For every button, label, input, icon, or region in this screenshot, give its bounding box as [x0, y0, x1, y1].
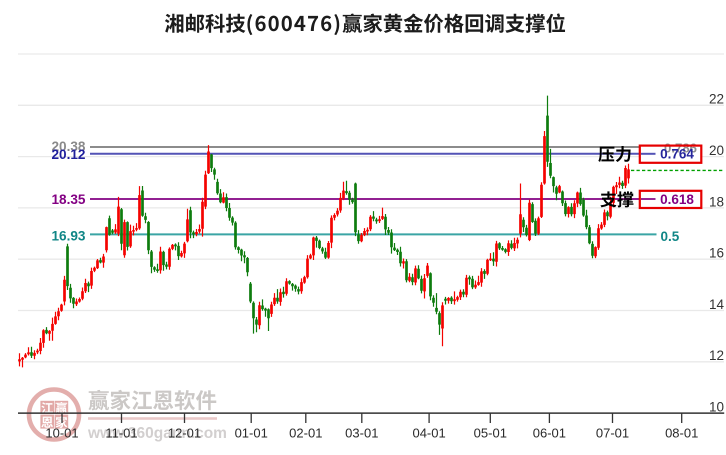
svg-text:20.38: 20.38: [51, 139, 85, 154]
svg-text:05-01: 05-01: [474, 425, 507, 440]
svg-text:16.93: 16.93: [51, 229, 85, 244]
svg-text:0.764: 0.764: [660, 147, 694, 162]
svg-text:03-01: 03-01: [345, 425, 378, 440]
svg-text:18.35: 18.35: [51, 192, 85, 207]
svg-text:12: 12: [709, 348, 724, 363]
svg-text:04-01: 04-01: [412, 425, 445, 440]
svg-text:18: 18: [709, 194, 724, 209]
svg-text:10: 10: [709, 400, 724, 415]
svg-text:22: 22: [709, 92, 724, 107]
svg-text:02-01: 02-01: [289, 425, 322, 440]
svg-text:20.12: 20.12: [51, 147, 85, 162]
svg-text:14: 14: [709, 297, 725, 312]
svg-text:01-01: 01-01: [235, 425, 268, 440]
svg-text:12-01: 12-01: [168, 425, 201, 440]
svg-text:08-01: 08-01: [665, 425, 698, 440]
svg-text:0.786: 0.786: [664, 141, 697, 156]
svg-text:www.360gann.com: www.360gann.com: [87, 425, 227, 442]
svg-text:11-01: 11-01: [105, 425, 137, 440]
svg-text:0.618: 0.618: [660, 192, 694, 207]
svg-text:0.5: 0.5: [661, 229, 680, 244]
svg-text:07-01: 07-01: [596, 425, 629, 440]
svg-text:16: 16: [709, 246, 724, 261]
svg-text:10-01: 10-01: [45, 425, 78, 440]
svg-text:06-01: 06-01: [533, 425, 566, 440]
svg-text:20: 20: [709, 143, 724, 158]
